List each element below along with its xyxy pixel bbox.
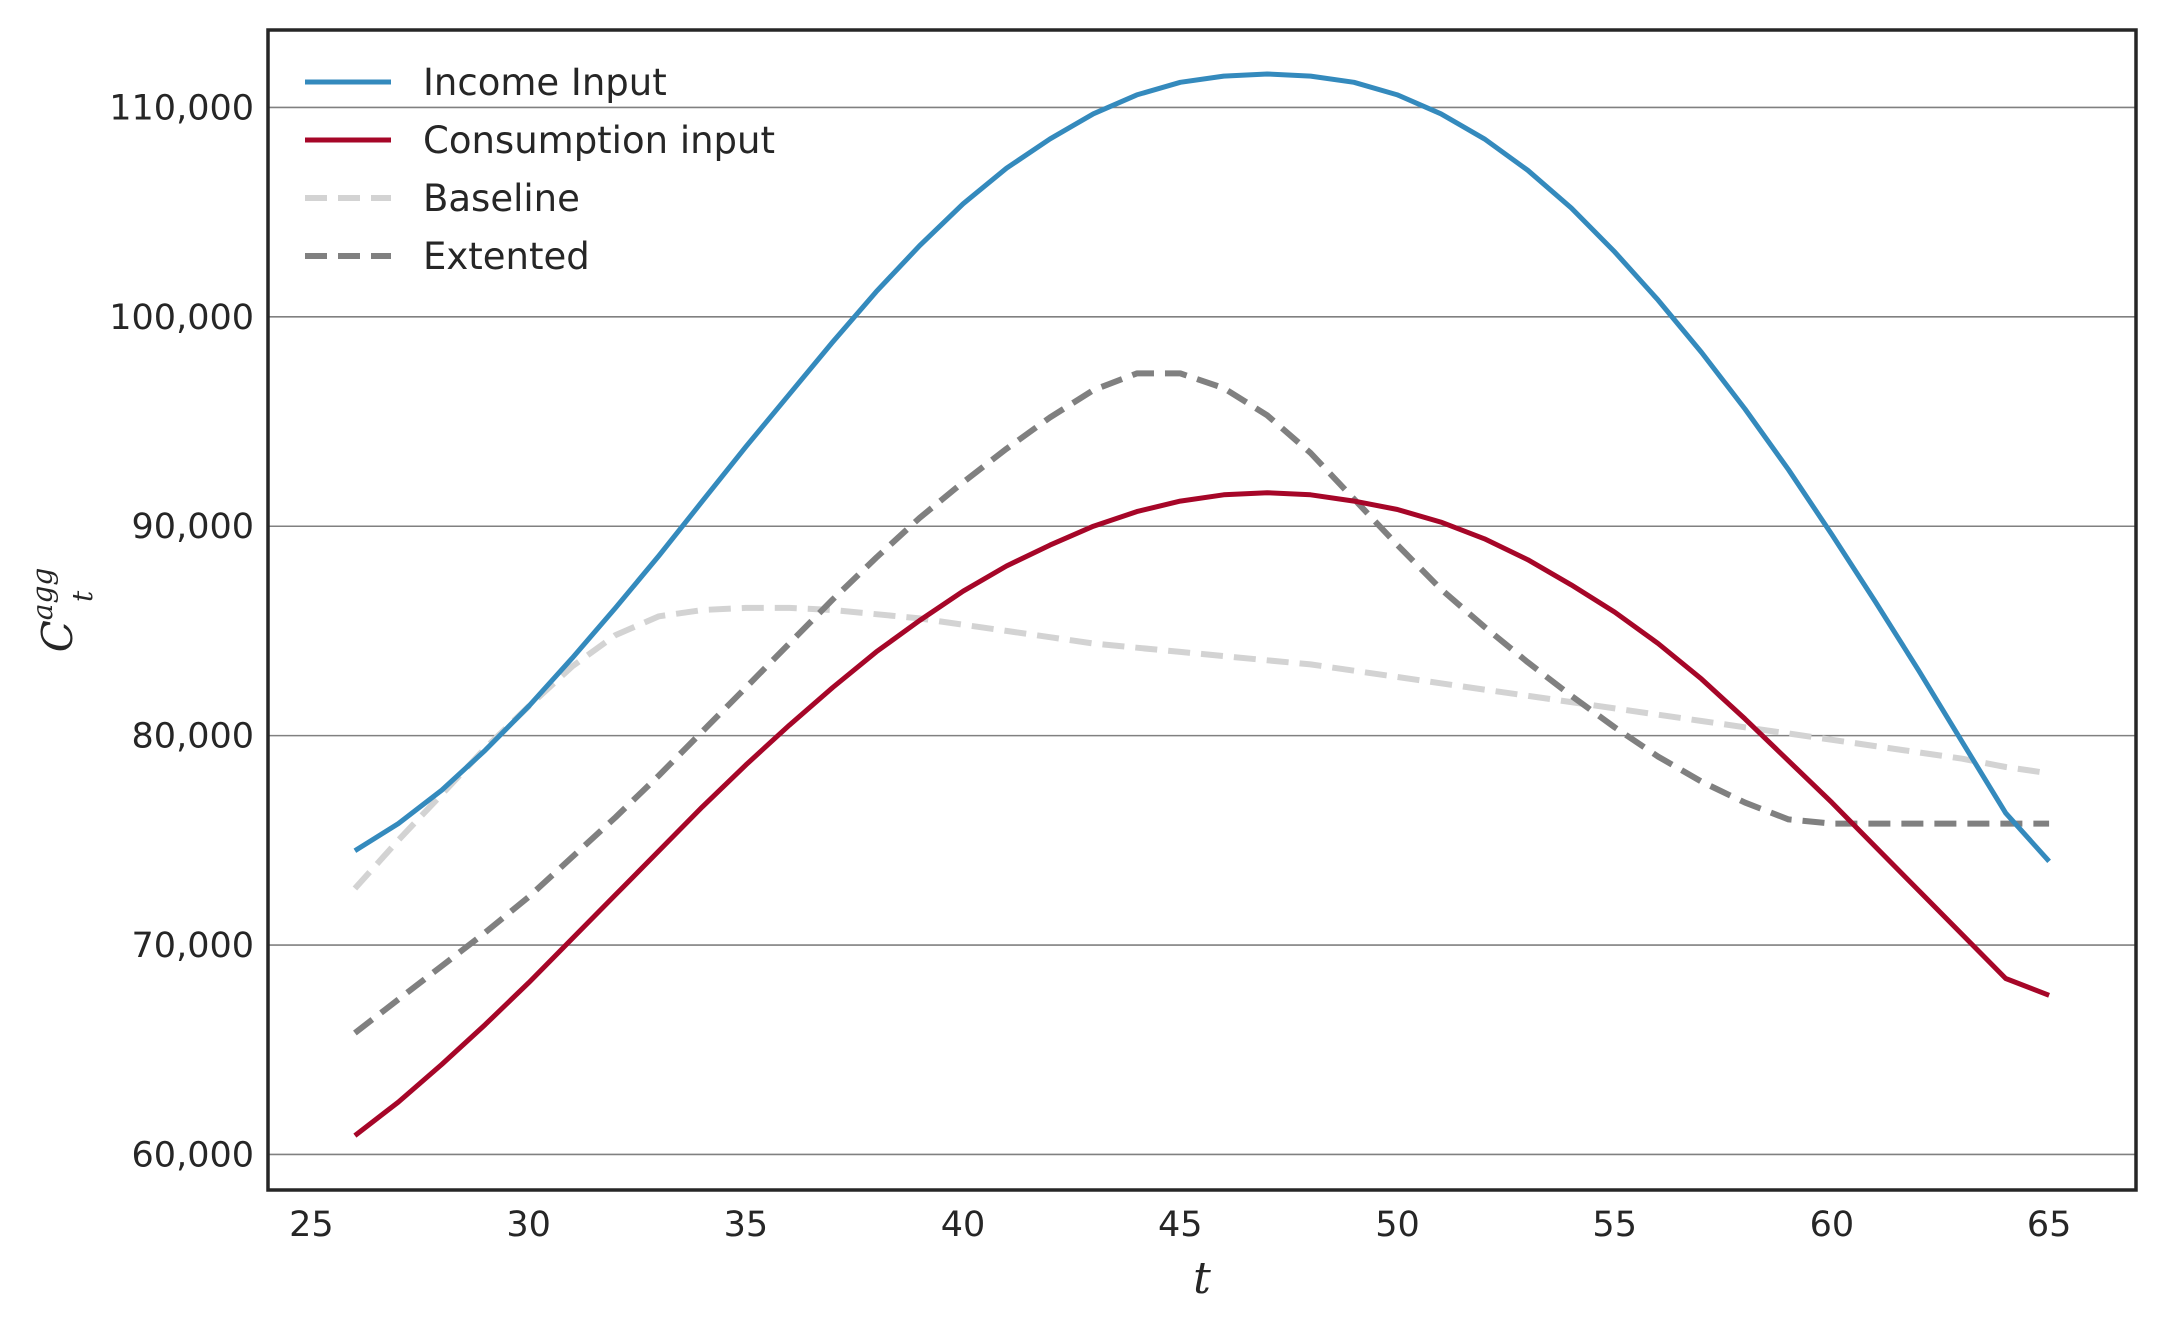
x-tick-label: 45 — [1158, 1205, 1203, 1245]
series-line-consumption-input — [353, 490, 2051, 1138]
plot-frame — [266, 28, 2138, 1192]
x-tick-label: 65 — [2027, 1205, 2072, 1245]
x-tick-label: 40 — [941, 1205, 986, 1245]
series-lines — [352, 71, 2051, 1138]
x-axis-label: t — [1193, 1253, 1211, 1304]
x-tick-label: 25 — [289, 1205, 334, 1245]
x-tick-label: 60 — [1810, 1205, 1855, 1245]
series-line-baseline — [352, 604, 2050, 891]
y-tick-label: 70,000 — [132, 926, 254, 966]
axis-ticks: 60,000 70,000 80,000 90,000 100,000 110,000 25… — [109, 88, 2071, 1245]
y-tick-label: 110,000 — [109, 88, 254, 128]
series-line-extented — [353, 370, 2050, 1036]
x-tick-label: 55 — [1592, 1205, 1637, 1245]
legend: Income Input Consumption input Baseline Ext… — [305, 61, 775, 278]
y-axis-label-subscript: t — [66, 590, 99, 602]
y-tick-label: 80,000 — [132, 717, 254, 757]
y-tick-label: 100,000 — [109, 298, 254, 338]
legend-label: Income Input — [423, 61, 667, 104]
y-axis-label-superscript: agg — [26, 568, 59, 621]
y-axis-label-main: C — [33, 620, 82, 652]
gridlines — [268, 106, 2136, 1156]
y-tick-label: 60,000 — [132, 1135, 254, 1175]
y-axis-label: Cagg t — [26, 568, 99, 653]
y-tick-label: 90,000 — [132, 507, 254, 547]
legend-label: Extented — [423, 235, 590, 278]
x-tick-label: 35 — [724, 1205, 769, 1245]
legend-label: Consumption input — [423, 119, 775, 162]
x-tick-label: 50 — [1375, 1205, 1420, 1245]
x-tick-label: 30 — [506, 1205, 551, 1245]
svg-text:Cagg: Cagg — [26, 568, 82, 653]
legend-label: Baseline — [423, 177, 580, 220]
series-line-income-input — [353, 71, 2051, 863]
